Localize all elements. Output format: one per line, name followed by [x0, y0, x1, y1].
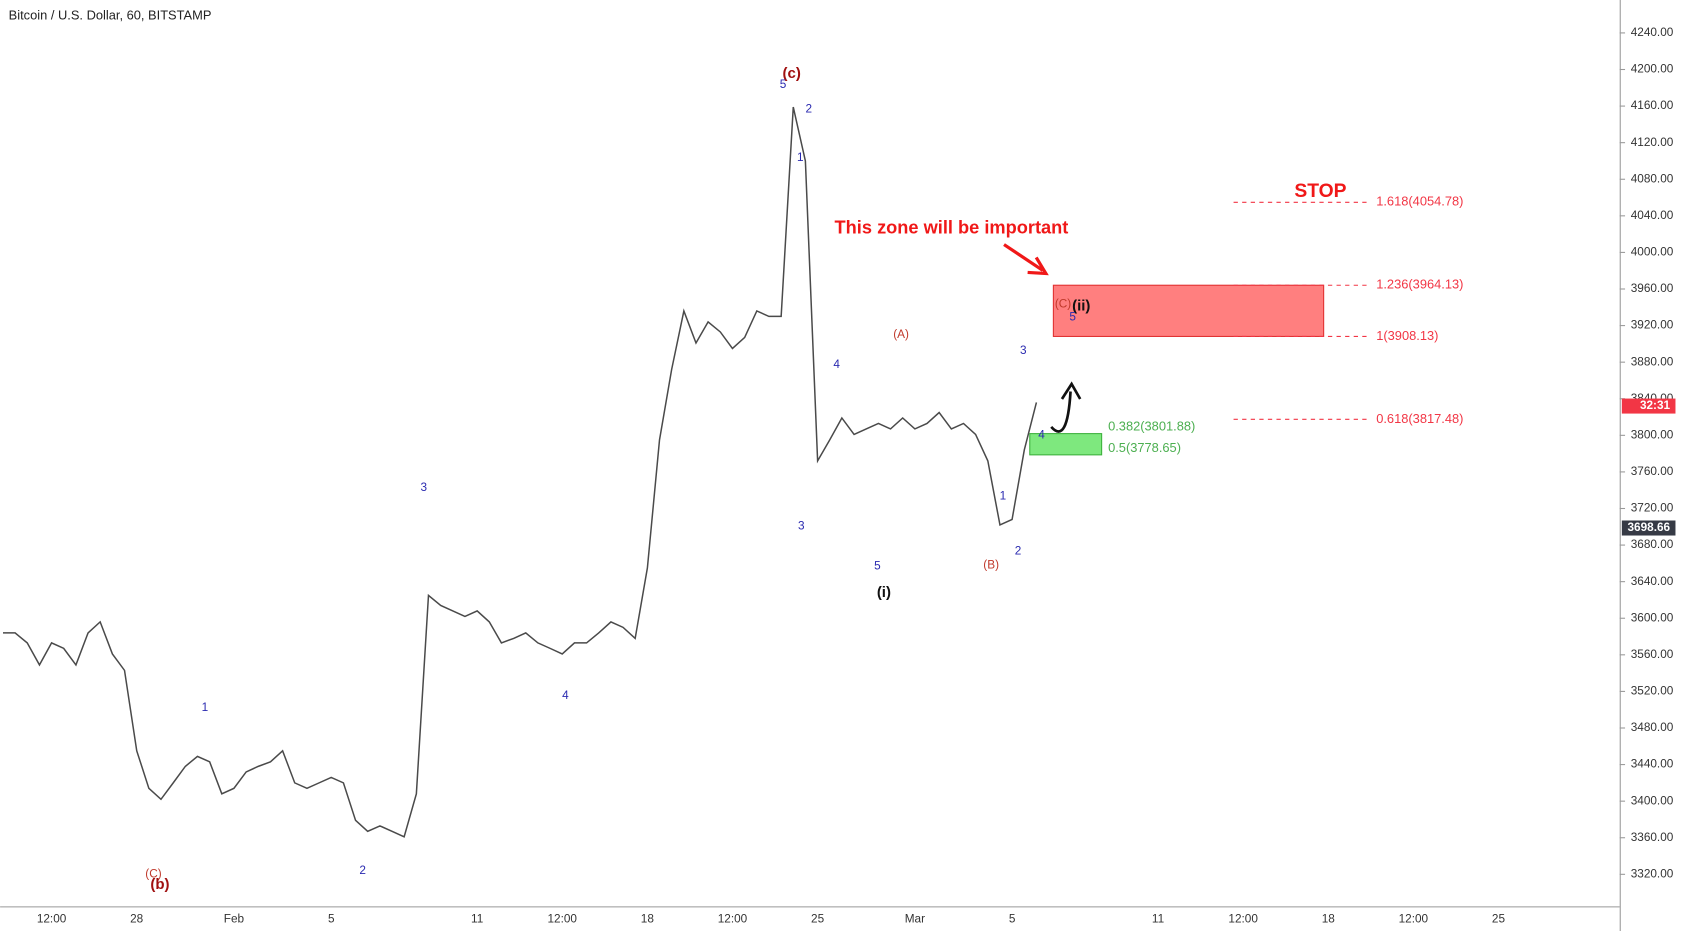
y-tick-label: 4200.00 — [1631, 63, 1674, 76]
x-tick-label: 5 — [328, 912, 335, 925]
y-tick-label: 3320.00 — [1631, 867, 1674, 880]
wave-label: 2 — [1015, 544, 1022, 557]
wave-label: (b) — [150, 876, 169, 893]
y-tick-label: 4160.00 — [1631, 99, 1674, 112]
x-tick-label: 28 — [130, 912, 144, 925]
y-tick-label: 3880.00 — [1631, 355, 1674, 368]
y-tick-label: 3520.00 — [1631, 685, 1674, 698]
x-tick-label: 12:00 — [718, 912, 748, 925]
y-tick-label: 4040.00 — [1631, 209, 1674, 222]
fib-label: 1(3908.13) — [1376, 328, 1438, 343]
y-tick-label: 4080.00 — [1631, 172, 1674, 185]
wave-label: 5 — [874, 559, 881, 572]
price-badge — [1621, 520, 1676, 536]
x-tick-label: Mar — [905, 912, 925, 925]
y-tick-label: 3920.00 — [1631, 319, 1674, 332]
y-tick-label: 3680.00 — [1631, 538, 1674, 551]
x-tick-label: 5 — [1009, 912, 1016, 925]
y-tick-label: 3400.00 — [1631, 794, 1674, 807]
x-tick-label: 12:00 — [548, 912, 578, 925]
y-tick-label: 4240.00 — [1631, 26, 1674, 39]
x-tick-label: 12:00 — [1228, 912, 1258, 925]
wave-label: 1 — [797, 151, 804, 164]
wave-label: 5 — [1069, 311, 1076, 324]
wave-label: (A) — [893, 328, 909, 341]
wave-label: 2 — [359, 864, 366, 877]
arrow — [1050, 381, 1082, 433]
wave-label: 3 — [798, 520, 805, 533]
wave-label: 4 — [1038, 429, 1045, 442]
arrow — [1003, 243, 1049, 276]
x-tick-label: 18 — [641, 912, 655, 925]
x-tick-label: 12:00 — [1399, 912, 1429, 925]
x-tick-label: 11 — [1152, 912, 1164, 925]
annotation: This zone will be important — [835, 216, 1069, 237]
target-zone — [1052, 284, 1325, 337]
x-tick-label: 12:00 — [37, 912, 67, 925]
annotation: STOP — [1294, 181, 1346, 202]
price-badge-label: 3698.66 — [1628, 521, 1671, 534]
wave-label: (ii) — [1072, 298, 1090, 315]
y-tick-label: 3600.00 — [1631, 611, 1674, 624]
wave-label: 3 — [1020, 344, 1027, 357]
x-tick-label: 18 — [1322, 912, 1336, 925]
wave-label: 1 — [1000, 490, 1007, 503]
wave-label: 3 — [420, 481, 427, 494]
fib-label: 0.618(3817.48) — [1376, 411, 1463, 426]
y-tick-label: 3800.00 — [1631, 428, 1674, 441]
wave-label: (B) — [983, 558, 999, 571]
wave-label: (i) — [877, 584, 891, 601]
y-tick-label: 3440.00 — [1631, 758, 1674, 771]
wave-label: (C) — [1055, 298, 1071, 311]
x-tick-label: 25 — [811, 912, 825, 925]
wave-label: (c) — [782, 65, 800, 82]
price-badge-label: 32:31 — [1640, 399, 1671, 412]
wave-label: 2 — [806, 103, 813, 116]
y-tick-label: 3640.00 — [1631, 575, 1674, 588]
fib-label: 1.618(4054.78) — [1376, 194, 1463, 209]
x-tick-label: 11 — [471, 912, 483, 925]
x-tick-label: 25 — [1492, 912, 1506, 925]
support-zone — [1029, 433, 1103, 456]
fib-label: 1.236(3964.13) — [1376, 277, 1463, 292]
price-badge — [1621, 398, 1676, 414]
y-tick-label: 4120.00 — [1631, 136, 1674, 149]
y-tick-label: 4000.00 — [1631, 246, 1674, 259]
fib-label: 0.382(3801.88) — [1108, 419, 1195, 434]
y-tick-label: 3480.00 — [1631, 721, 1674, 734]
y-tick-label: 3560.00 — [1631, 648, 1674, 661]
chart-title: Bitcoin / U.S. Dollar, 60, BITSTAMP — [9, 7, 212, 22]
wave-label: 4 — [562, 689, 569, 702]
y-tick-label: 3720.00 — [1631, 502, 1674, 515]
y-tick-label: 3760.00 — [1631, 465, 1674, 478]
y-tick-label: 3360.00 — [1631, 831, 1674, 844]
y-tick-label: 3960.00 — [1631, 282, 1674, 295]
price-line — [2, 106, 1038, 838]
wave-label: 4 — [833, 358, 840, 371]
x-tick-label: Feb — [224, 912, 245, 925]
wave-label: 1 — [202, 701, 209, 714]
fib-label: 0.5(3778.65) — [1108, 440, 1181, 455]
wave-label: (C) — [145, 867, 161, 880]
wave-label: 5 — [780, 78, 787, 91]
